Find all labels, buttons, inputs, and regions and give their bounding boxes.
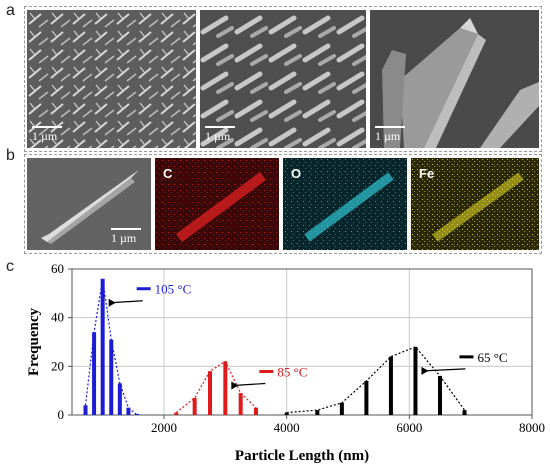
bar (339, 402, 344, 415)
bar (100, 278, 105, 415)
eds-oxygen-signal (283, 158, 407, 250)
bar (413, 346, 418, 415)
bar (92, 332, 97, 415)
y-tick-label: 60 (51, 261, 64, 276)
chart-grid (72, 268, 533, 416)
scale-bar: 1 µm (375, 126, 405, 142)
bar (83, 405, 88, 415)
y-axis-label: Frequency (26, 307, 42, 376)
bar (462, 410, 467, 415)
bar (109, 339, 114, 415)
sem-image-medium-magnification: 1 µm (200, 10, 366, 148)
eds-iron-signal (411, 158, 539, 250)
panel-a-frame (24, 6, 542, 152)
eds-map-oxygen: O (283, 158, 407, 250)
scale-bar: 1 µm (111, 228, 141, 244)
y-tick-label: 20 (51, 358, 64, 373)
bar (135, 414, 140, 415)
series-labels: 105 °C 85 °C 65 °C (108, 282, 508, 390)
panel-label-c: c (6, 258, 14, 275)
series-label: 65 °C (477, 350, 507, 365)
series-arrow-head (421, 366, 429, 375)
bar (364, 380, 369, 415)
fit-curve (175, 360, 257, 414)
eds-label-iron: Fe (419, 166, 435, 181)
bar (284, 412, 289, 415)
bar (238, 393, 243, 415)
bar (388, 356, 393, 415)
panel-b-frame (24, 154, 542, 254)
scale-bar: 1 µm (32, 126, 62, 142)
series-label: 105 °C (155, 282, 192, 297)
eds-map-iron: Fe (411, 158, 539, 250)
axis-ticks: 2000 4000 6000 8000 0 20 40 60 (51, 261, 545, 435)
nanorods-high-texture (370, 10, 539, 148)
x-tick-label: 2000 (151, 420, 177, 435)
bar (315, 410, 320, 415)
scale-bar: 1 µm (205, 126, 235, 142)
nanorods-dense-texture (27, 10, 196, 148)
bar (438, 376, 442, 415)
sem-image-high-magnification: 1 µm (370, 10, 539, 148)
sem-image-single-rod: 1 µm (27, 158, 151, 250)
bar (126, 407, 131, 415)
plot-area-frame (71, 268, 533, 416)
single-nanorod (27, 158, 151, 250)
panel-label-a: a (6, 2, 15, 19)
bar (117, 383, 122, 415)
series-arrow (423, 368, 466, 372)
fit-curve (286, 346, 466, 414)
series-arrow (110, 300, 143, 304)
eds-carbon-signal (155, 158, 279, 250)
x-tick-label: 6000 (396, 420, 422, 435)
x-tick-label: 8000 (519, 420, 545, 435)
y-tick-label: 0 (58, 407, 65, 422)
series-arrow-head (231, 381, 239, 390)
x-tick-label: 4000 (274, 420, 300, 435)
eds-label-oxygen: O (291, 166, 302, 181)
bar (174, 412, 179, 415)
eds-label-carbon: C (163, 166, 173, 181)
bar (208, 371, 212, 415)
y-tick-label: 40 (51, 310, 64, 325)
sem-image-low-magnification: 1 µm (27, 10, 196, 148)
nanorods-medium-texture (200, 10, 366, 148)
x-axis-label: Particle Length (nm) (235, 448, 369, 464)
series-arrow (233, 382, 266, 387)
panel-label-b: b (6, 147, 15, 164)
distribution-fits (84, 278, 466, 416)
series-label: 85 °C (277, 364, 307, 379)
bar (192, 397, 197, 415)
eds-map-carbon: C (155, 158, 279, 250)
bar (223, 361, 228, 415)
bar (254, 407, 258, 415)
histogram-bars (83, 278, 467, 415)
series-arrow-head (108, 298, 116, 307)
